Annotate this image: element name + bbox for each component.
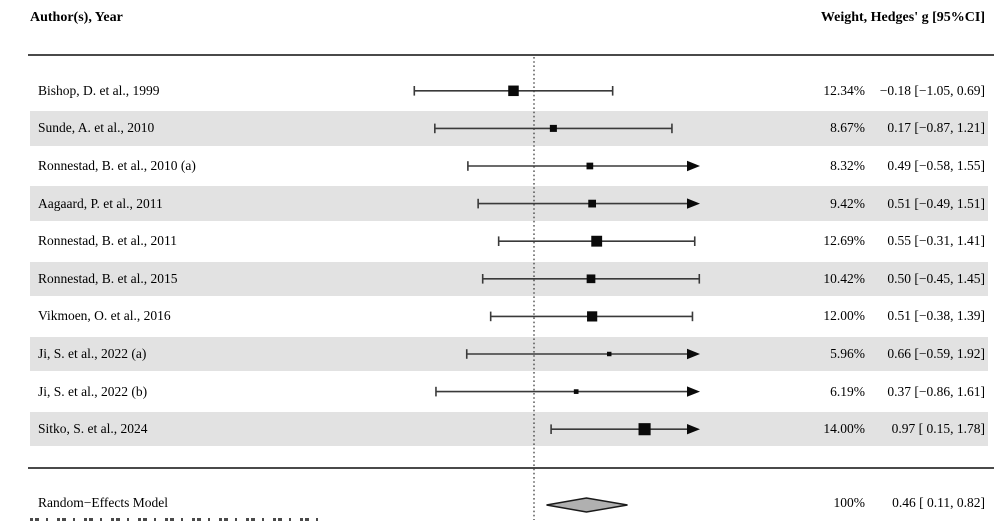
study-row: Ronnestad, B. et al., 2015 10.42% 0.50 [−0…	[0, 260, 1000, 298]
study-estimate: −0.18 [−1.05, 0.69]	[879, 82, 985, 98]
study-label: Sitko, S. et al., 2024	[38, 421, 148, 437]
study-estimate: 0.50 [−0.45, 1.45]	[887, 270, 985, 286]
column-header-authors: Author(s), Year	[30, 10, 123, 25]
study-row: Ronnestad, B. et al., 2011 12.69% 0.55 [−0…	[0, 222, 1000, 260]
summary-row: Random−Effects Model 100% 0.46 [ 0.11, 0…	[0, 484, 1000, 521]
study-weight: 10.42%	[823, 270, 865, 286]
study-row: Aagaard, P. et al., 2011 9.42% 0.51 [−0.49…	[0, 185, 1000, 223]
study-estimate: 0.66 [−0.59, 1.92]	[887, 345, 985, 361]
summary-label: Random−Effects Model	[38, 494, 168, 510]
study-label: Aagaard, P. et al., 2011	[38, 195, 163, 211]
study-label: Ronnestad, B. et al., 2010 (a)	[38, 157, 196, 173]
study-estimate: 0.17 [−0.87, 1.21]	[887, 120, 985, 136]
header-separator	[28, 54, 994, 56]
study-weight: 8.67%	[830, 120, 865, 136]
clipped-text-artifact	[30, 517, 322, 521]
study-row: Sitko, S. et al., 2024 14.00% 0.97 [ 0.15,…	[0, 410, 1000, 448]
study-estimate: 0.51 [−0.38, 1.39]	[887, 308, 985, 324]
study-estimate: 0.55 [−0.31, 1.41]	[887, 233, 985, 249]
study-estimate: 0.51 [−0.49, 1.51]	[887, 195, 985, 211]
study-label: Vikmoen, O. et al., 2016	[38, 308, 171, 324]
study-row: Ji, S. et al., 2022 (b) 6.19% 0.37 [−0.86,…	[0, 373, 1000, 411]
study-row: Ronnestad, B. et al., 2010 (a) 8.32% 0.49 …	[0, 147, 1000, 185]
summary-weight: 100%	[833, 494, 866, 510]
study-estimate: 0.97 [ 0.15, 1.78]	[891, 421, 985, 437]
study-estimate: 0.37 [−0.86, 1.61]	[887, 383, 985, 399]
study-row: Ji, S. et al., 2022 (a) 5.96% 0.66 [−0.59,…	[0, 335, 1000, 373]
study-weight: 8.32%	[830, 157, 865, 173]
study-weight: 6.19%	[830, 383, 865, 399]
study-row: Bishop, D. et al., 1999 12.34% −0.18 [−1.0…	[0, 72, 1000, 110]
row-stripe	[30, 411, 988, 447]
summary-estimate: 0.46 [ 0.11, 0.82]	[892, 494, 985, 510]
summary-separator	[28, 467, 994, 469]
study-row: Vikmoen, O. et al., 2016 12.00% 0.51 [−0.3…	[0, 298, 1000, 336]
study-label: Ronnestad, B. et al., 2011	[38, 233, 177, 249]
study-row: Sunde, A. et al., 2010 8.67% 0.17 [−0.87, …	[0, 110, 1000, 148]
study-label: Sunde, A. et al., 2010	[38, 120, 155, 136]
study-weight: 9.42%	[830, 195, 865, 211]
study-weight: 14.00%	[823, 421, 865, 437]
study-weight: 12.69%	[823, 233, 865, 249]
study-label: Ji, S. et al., 2022 (b)	[38, 383, 148, 399]
study-estimate: 0.49 [−0.58, 1.55]	[887, 157, 985, 173]
study-label: Bishop, D. et al., 1999	[38, 82, 160, 98]
study-weight: 12.34%	[823, 82, 865, 98]
study-weight: 12.00%	[823, 308, 865, 324]
study-label: Ji, S. et al., 2022 (a)	[38, 345, 147, 361]
study-label: Ronnestad, B. et al., 2015	[38, 270, 178, 286]
study-weight: 5.96%	[830, 345, 865, 361]
column-header-weight-effect: Weight, Hedges' g [95%CI]	[820, 10, 985, 25]
